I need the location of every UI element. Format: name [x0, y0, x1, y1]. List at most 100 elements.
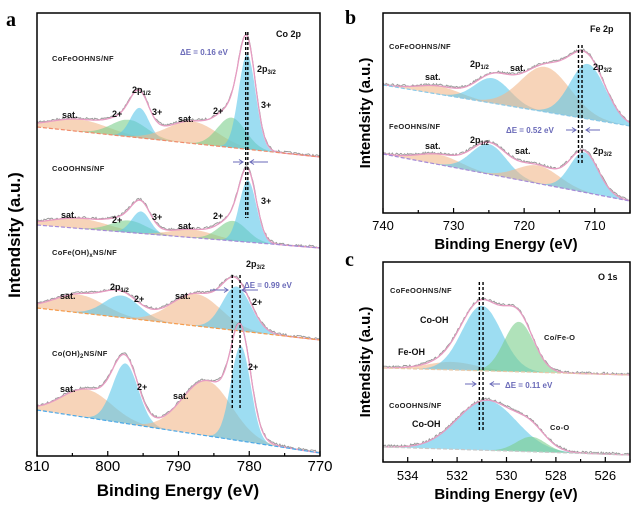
- panel-letter-a: a: [6, 9, 16, 31]
- sample-label: CoFeOOHNS/NF: [389, 42, 451, 51]
- panel-a-annotations: Co 2p CoFeOOHNS/NF ΔE = 0.16 eV 2p3/2 2p…: [52, 29, 302, 401]
- peak-sub: 1/2: [143, 91, 152, 97]
- x-tick-label: 526: [594, 468, 616, 483]
- peak-label: sat.: [62, 110, 78, 120]
- peak-sub: 3/2: [268, 70, 277, 76]
- peak-label: sat.: [425, 72, 441, 82]
- raw-spectrum-line: [36, 322, 321, 454]
- spectrum-cofeoohnsnf: [382, 297, 631, 376]
- spectrum-cofeoohnsnf: [36, 34, 321, 158]
- x-tick-label: 780: [237, 458, 262, 475]
- shift-arrow-left-icon: [585, 127, 600, 133]
- peak-main: 2p: [246, 259, 257, 269]
- sample-label: CoOOHNS/NF: [389, 401, 442, 410]
- core-level-label: O 1s: [598, 272, 618, 282]
- peak-label: sat.: [61, 210, 77, 220]
- spectrum-cooohnsnf: [382, 397, 631, 456]
- sample-label: CoFeOOHNS/NF: [52, 54, 114, 63]
- fitted-peak-3: [37, 180, 320, 248]
- peak-label: sat.: [510, 63, 526, 73]
- baseline-line: [382, 446, 631, 456]
- peak-label: Co/Fe-O: [544, 333, 575, 342]
- delta-e-label: ΔE = 0.11 eV: [505, 381, 553, 390]
- sample-label: CoFe(OH)xNS/NF: [52, 248, 117, 259]
- sample-sub: 2: [80, 354, 84, 360]
- ylabel-a: Intendsity (a.u.): [5, 172, 24, 298]
- peak-main: 2p: [593, 62, 604, 72]
- shift-arrow-left-icon: [241, 287, 258, 293]
- envelope-fit-line: [36, 167, 321, 249]
- fitted-peak-2: [37, 286, 320, 340]
- peak-label: 2p3/2: [593, 146, 613, 158]
- sample-label: CoFeOOHNS/NF: [390, 286, 452, 295]
- peak-label: 3+: [152, 212, 162, 222]
- peak-label: 2p3/2: [246, 259, 266, 271]
- peak-label: 2p1/2: [110, 282, 130, 294]
- sample-main: Co(OH): [52, 349, 80, 358]
- peak-label: sat.: [178, 114, 194, 124]
- xlabel-b: Binding Energy (eV): [434, 236, 577, 253]
- xlabel-a: Binding Energy (eV): [97, 481, 259, 500]
- peak-label: 2+: [248, 362, 258, 372]
- envelope-fit-line: [382, 141, 631, 202]
- peak-label: 2+: [213, 211, 223, 221]
- peak-label: 3+: [261, 196, 271, 206]
- peak-label: 2p1/2: [470, 135, 490, 147]
- core-level-label: Fe 2p: [590, 24, 614, 34]
- peak-label: sat.: [175, 291, 191, 301]
- fitted-peak-2: [37, 295, 320, 340]
- x-tick-label: 800: [95, 458, 120, 475]
- delta-e-label: ΔE = 0.99 eV: [244, 281, 292, 290]
- ylabel-b: Intendsity (a.u.): [357, 58, 374, 169]
- x-tick-label: 730: [443, 218, 465, 233]
- delta-e-label: ΔE = 0.16 eV: [180, 48, 228, 57]
- ylabel-c: Intendsity (a.u.): [357, 307, 374, 418]
- envelope-fit-line: [382, 50, 631, 124]
- peak-sub: 3/2: [604, 152, 613, 158]
- xlabel-c: Binding Energy (eV): [434, 486, 577, 503]
- peak-main: 2p: [110, 282, 121, 292]
- fitted-peak-CoOH: [383, 400, 630, 455]
- spectrum-cofeohxnsnf: [36, 274, 321, 341]
- fitted-peak-sat: [37, 293, 320, 340]
- shift-arrow-right-icon: [566, 127, 577, 133]
- fitted-peak-2p32: [383, 63, 630, 126]
- baseline-line: [36, 224, 321, 249]
- spectrum-feoohnsnf: [382, 139, 631, 202]
- x-tick-label: 740: [372, 218, 394, 233]
- fitted-peak-CoFeO: [383, 321, 630, 375]
- spectrum-cooh2nsnf: [36, 322, 321, 454]
- sample-label: Co(OH)2NS/NF: [52, 349, 108, 360]
- raw-spectrum-line: [36, 165, 320, 249]
- envelope-fit-line: [36, 322, 321, 454]
- axes-layer: 810 800 790 780 770 740 730 720 710 534 532 530 528 5…: [24, 12, 631, 483]
- peak-label: 2p1/2: [470, 59, 490, 71]
- sample-label: FeOOHNS/NF: [389, 122, 440, 131]
- panel-c-annotations: O 1s CoFeOOHNS/NF Co-OH Co/Fe-O Fe-OH ΔE…: [389, 272, 618, 432]
- fitted-peak-sat: [37, 294, 320, 340]
- shift-arrow-left-icon: [489, 381, 500, 387]
- peak-sub: 1/2: [121, 288, 130, 294]
- x-tick-label: 720: [513, 218, 535, 233]
- fitted-peak-3: [37, 54, 320, 157]
- baseline-line: [36, 126, 321, 158]
- peak-sub: 1/2: [481, 65, 490, 71]
- peak-sub: 1/2: [481, 141, 490, 147]
- peak-label: 2+: [112, 215, 122, 225]
- x-tick-label: 770: [307, 458, 332, 475]
- raw-spectrum-line: [36, 274, 321, 340]
- spectra-layer: [36, 32, 631, 456]
- peak-sub: 3/2: [604, 68, 613, 74]
- peak-label: 3+: [261, 100, 271, 110]
- fitted-peak-2: [37, 119, 320, 157]
- x-tick-label: 790: [166, 458, 191, 475]
- core-level-label: Co 2p: [276, 29, 302, 39]
- peak-label: 2+: [213, 106, 223, 116]
- peak-label: 2p3/2: [257, 64, 277, 76]
- raw-spectrum-line: [382, 48, 631, 123]
- peak-label: Co-OH: [420, 315, 449, 325]
- peak-main: 2p: [257, 64, 268, 74]
- peak-label: 2+: [112, 109, 122, 119]
- peak-label: sat.: [60, 291, 76, 301]
- x-tick-label: 528: [545, 468, 567, 483]
